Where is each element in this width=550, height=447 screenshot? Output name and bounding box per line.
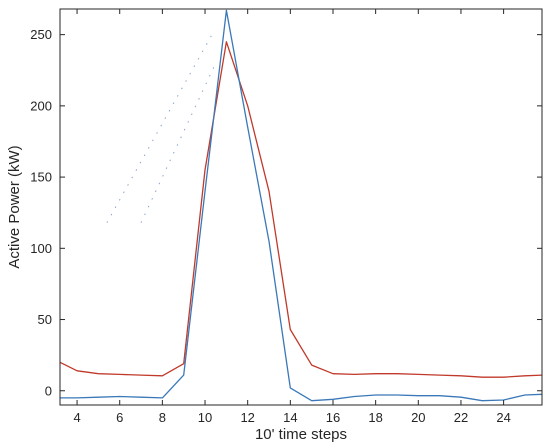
y-tick-label: 0 xyxy=(45,383,52,398)
x-tick-label: 6 xyxy=(116,410,123,425)
y-tick-label: 200 xyxy=(30,98,52,113)
y-tick-label: 50 xyxy=(38,312,52,327)
x-tick-label: 14 xyxy=(283,410,297,425)
axes: 4 6 8 10 12 14 16 18 20 22 24 0 50 100 150 200 250 xyxy=(30,8,543,425)
series-layer xyxy=(59,9,543,402)
series-line-blue xyxy=(60,9,543,402)
y-axis-label: Active Power (kW) xyxy=(6,145,23,268)
plot-background xyxy=(60,9,542,405)
x-tick-label: 12 xyxy=(240,410,254,425)
axes-box xyxy=(59,8,543,406)
x-tick-label: 20 xyxy=(411,410,425,425)
x-tick-label: 8 xyxy=(159,410,166,425)
x-tick-label: 24 xyxy=(496,410,510,425)
y-tick-label: 150 xyxy=(30,170,52,185)
x-axis-label: 10' time steps xyxy=(255,426,347,443)
y-tick-label: 100 xyxy=(30,241,52,256)
series-line-red xyxy=(59,41,543,378)
x-tick-label: 22 xyxy=(454,410,468,425)
x-tick-label: 16 xyxy=(326,410,340,425)
x-tick-label: 18 xyxy=(368,410,382,425)
y-tick-label: 250 xyxy=(30,27,52,42)
x-tick-label: 4 xyxy=(73,410,80,425)
x-tick-label: 10 xyxy=(198,410,212,425)
plot-area xyxy=(60,9,542,405)
